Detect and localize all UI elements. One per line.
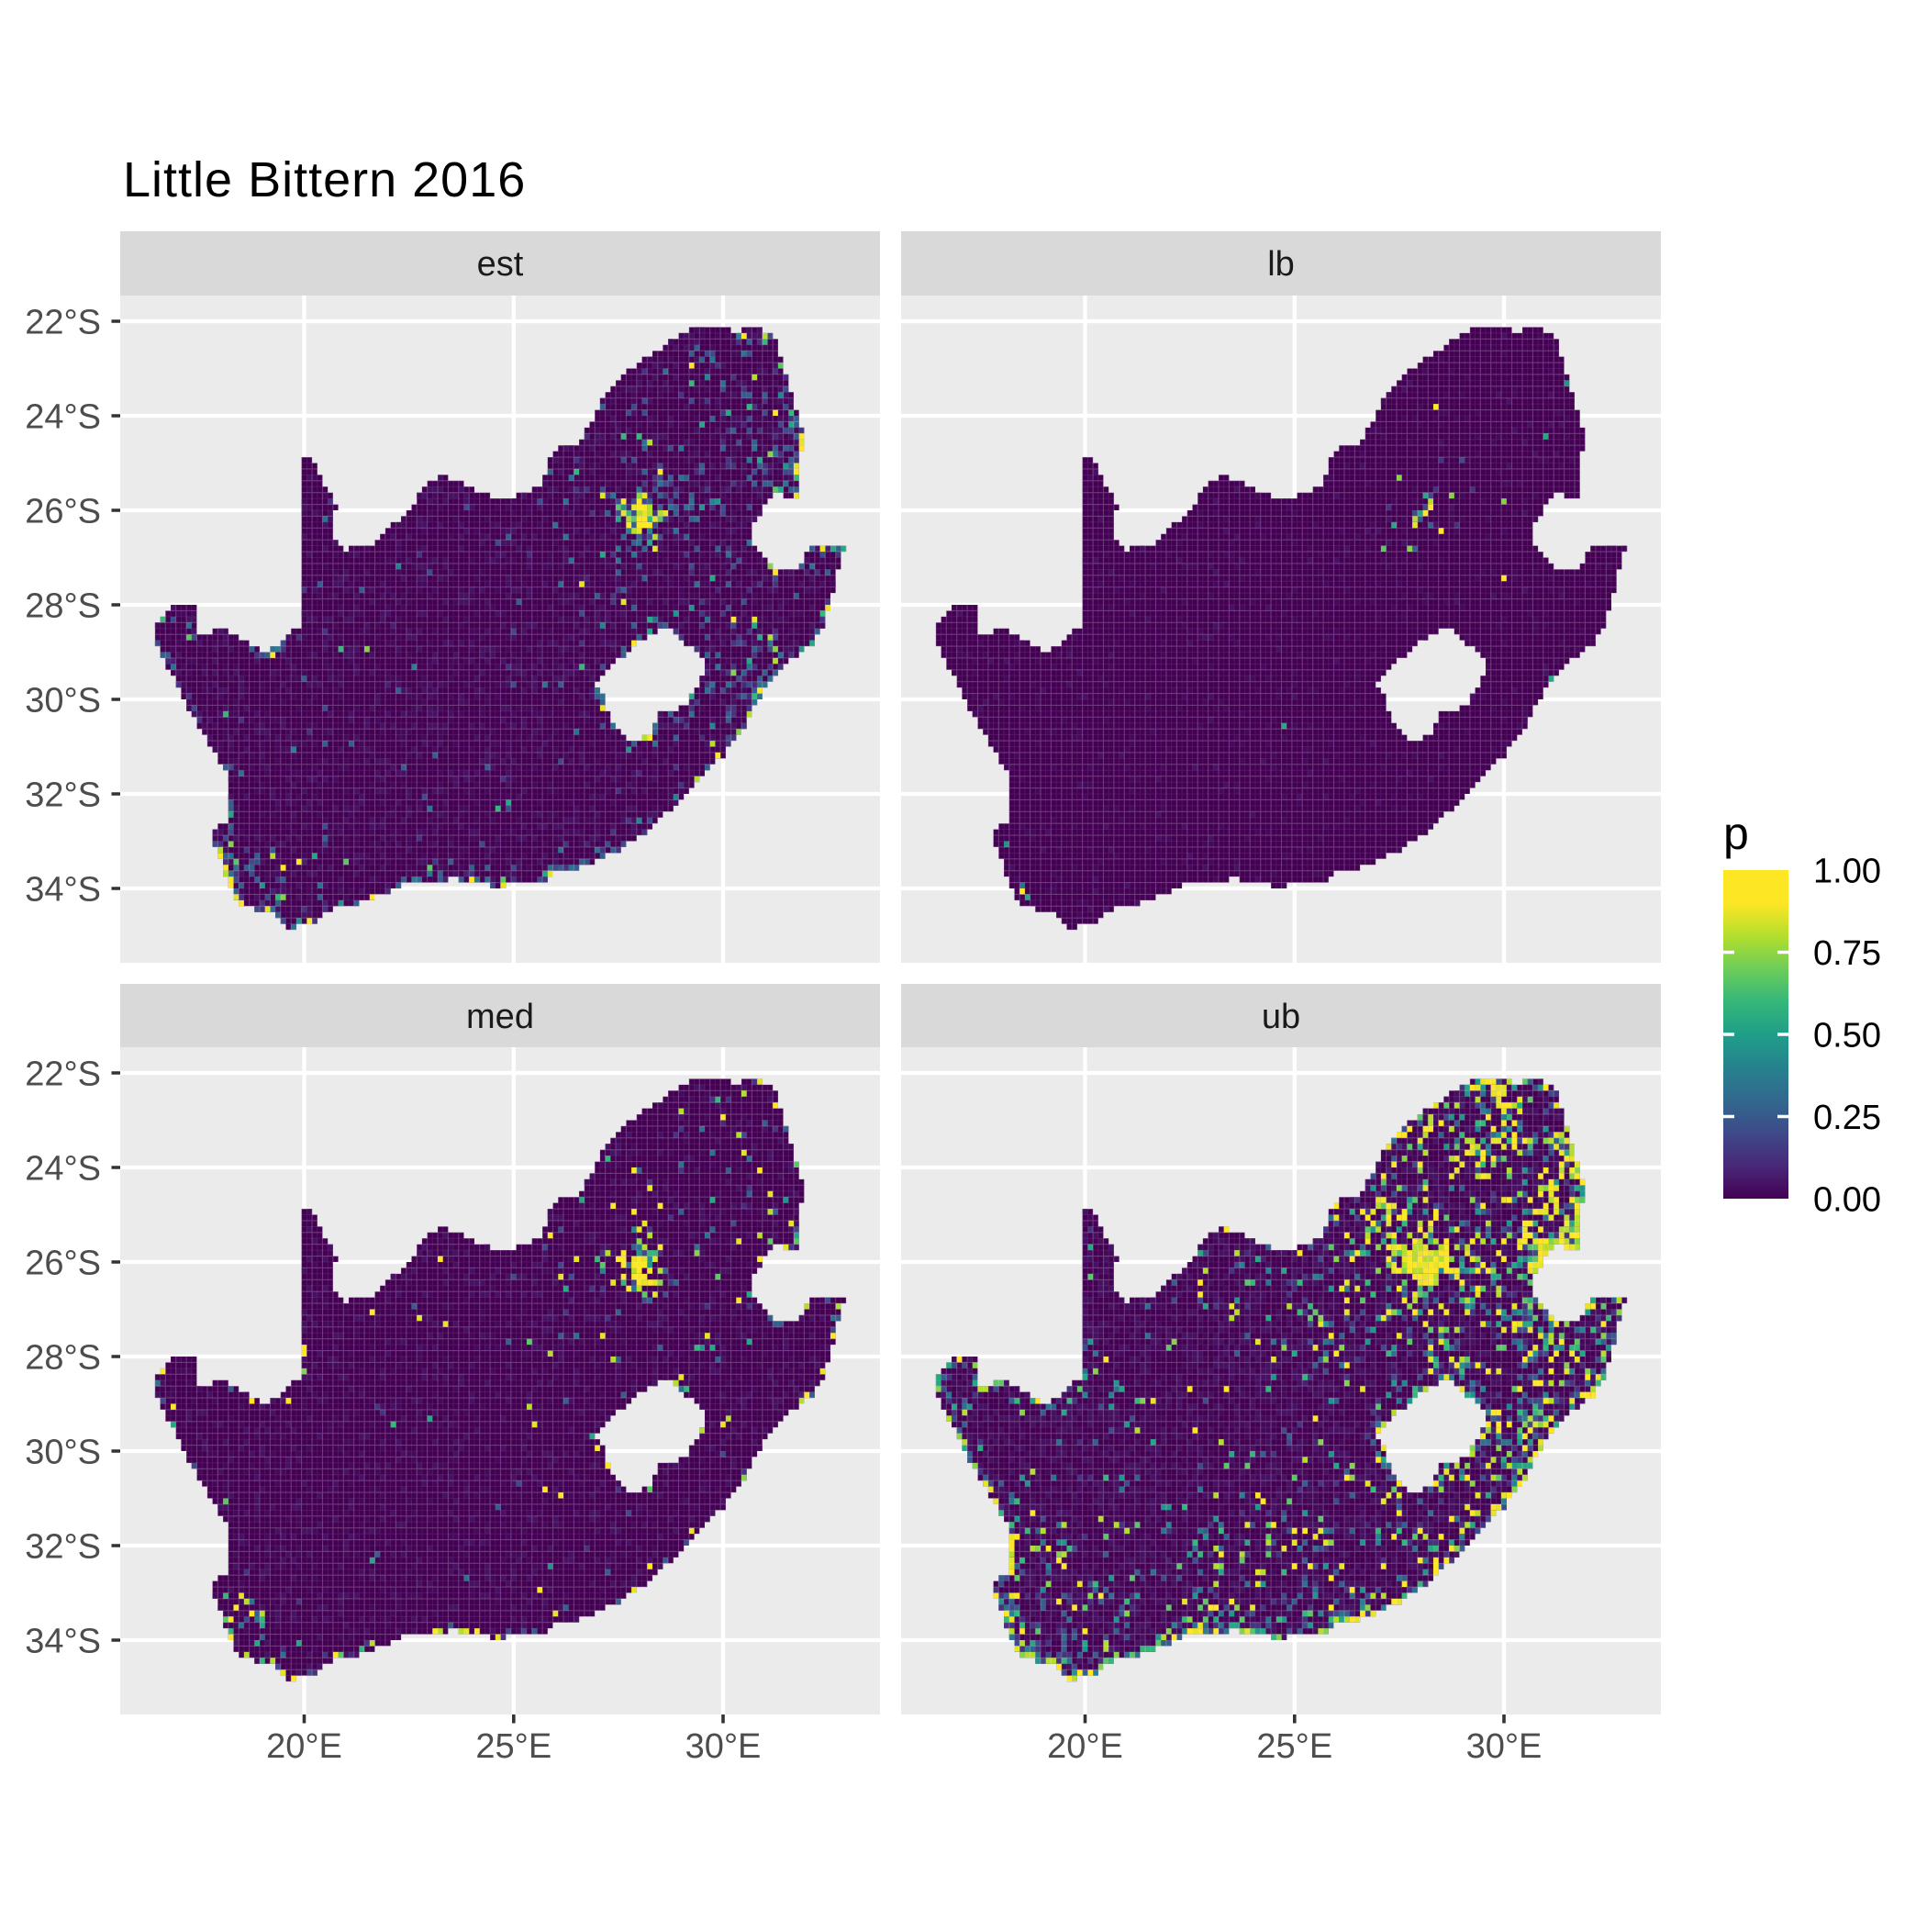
svg-text:30°S: 30°S (25, 1433, 101, 1471)
svg-text:22°S: 22°S (25, 303, 101, 341)
svg-text:ub: ub (1262, 998, 1300, 1036)
svg-text:20°E: 20°E (1047, 1727, 1123, 1766)
svg-text:32°S: 32°S (25, 1527, 101, 1566)
svg-text:24°S: 24°S (25, 397, 101, 436)
svg-text:Little Bittern 2016: Little Bittern 2016 (123, 152, 526, 207)
svg-text:28°S: 28°S (25, 586, 101, 625)
svg-text:0.50: 0.50 (1813, 1016, 1881, 1055)
svg-text:med: med (466, 998, 534, 1036)
svg-text:30°S: 30°S (25, 681, 101, 720)
svg-text:30°E: 30°E (685, 1727, 762, 1766)
svg-text:lb: lb (1267, 245, 1295, 284)
svg-text:0.75: 0.75 (1813, 934, 1881, 973)
svg-text:24°S: 24°S (25, 1149, 101, 1188)
svg-text:26°S: 26°S (25, 1244, 101, 1282)
svg-text:p: p (1723, 808, 1749, 859)
svg-text:22°S: 22°S (25, 1055, 101, 1093)
svg-text:0.00: 0.00 (1813, 1180, 1881, 1219)
svg-text:26°S: 26°S (25, 492, 101, 530)
svg-text:34°S: 34°S (25, 870, 101, 909)
svg-text:25°E: 25°E (475, 1727, 551, 1766)
svg-text:30°E: 30°E (1466, 1727, 1543, 1766)
svg-text:1.00: 1.00 (1813, 852, 1881, 890)
svg-text:0.25: 0.25 (1813, 1099, 1881, 1137)
svg-text:28°S: 28°S (25, 1338, 101, 1377)
svg-text:32°S: 32°S (25, 776, 101, 814)
svg-text:20°E: 20°E (266, 1727, 342, 1766)
svg-text:est: est (477, 245, 524, 284)
svg-text:25°E: 25°E (1256, 1727, 1332, 1766)
svg-text:34°S: 34°S (25, 1622, 101, 1660)
